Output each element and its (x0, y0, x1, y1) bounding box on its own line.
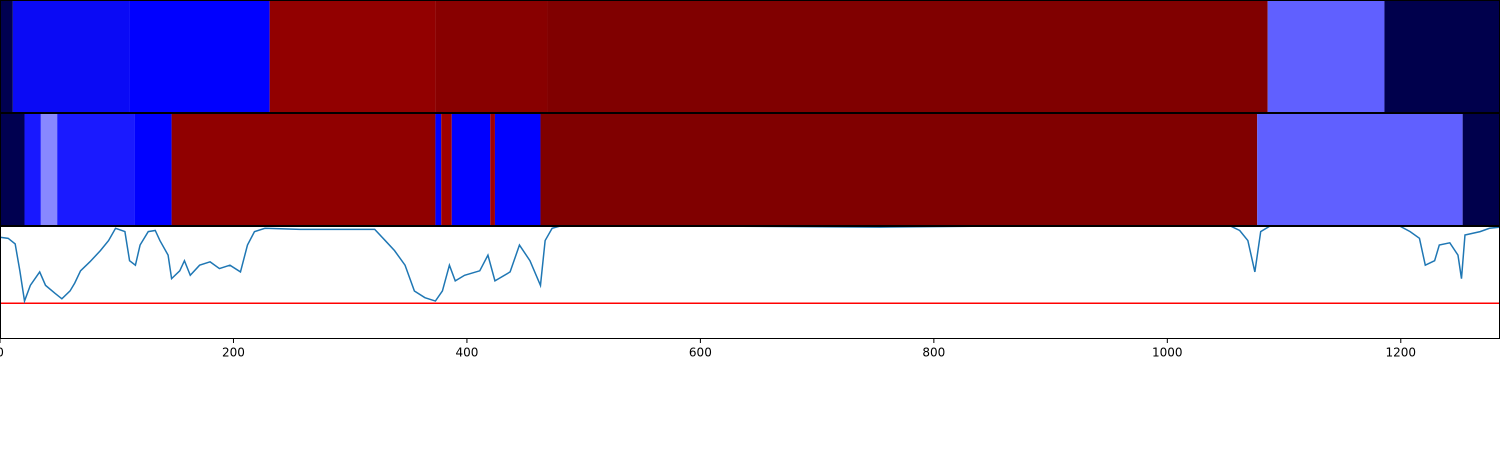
x-tick-label: 200 (222, 346, 245, 360)
strip-segment (0, 113, 25, 225)
data-line (0, 225, 1500, 305)
x-tick-label: 1000 (1152, 346, 1183, 360)
strip-segment (40, 113, 58, 225)
strip-segment (451, 113, 491, 225)
panel-frame (0, 226, 1500, 339)
strip-segment (269, 0, 436, 112)
strip-segment (129, 0, 270, 112)
strip-segment (1257, 113, 1463, 225)
strip-segment (171, 113, 436, 225)
x-tick-label: 1200 (1386, 346, 1417, 360)
strip-segment (0, 0, 13, 112)
strip-segment (1384, 0, 1500, 112)
strip-segment (57, 113, 135, 225)
x-tick-label: 0 (0, 346, 4, 360)
strip-segment (547, 0, 1268, 112)
x-tick-label: 600 (689, 346, 712, 360)
strip-segment (435, 113, 442, 225)
x-tick-label: 400 (455, 346, 478, 360)
strip-segment (490, 113, 495, 225)
strip-segment (12, 0, 130, 112)
strip-segment (540, 113, 1258, 225)
strip-segment (1267, 0, 1385, 112)
strip-segment (494, 113, 541, 225)
strip-segment (24, 113, 41, 225)
strip-segment (441, 113, 452, 225)
x-tick-label: 800 (922, 346, 945, 360)
strip-segment (1462, 113, 1500, 225)
strip-segment (134, 113, 172, 225)
strip-segment (435, 0, 548, 112)
